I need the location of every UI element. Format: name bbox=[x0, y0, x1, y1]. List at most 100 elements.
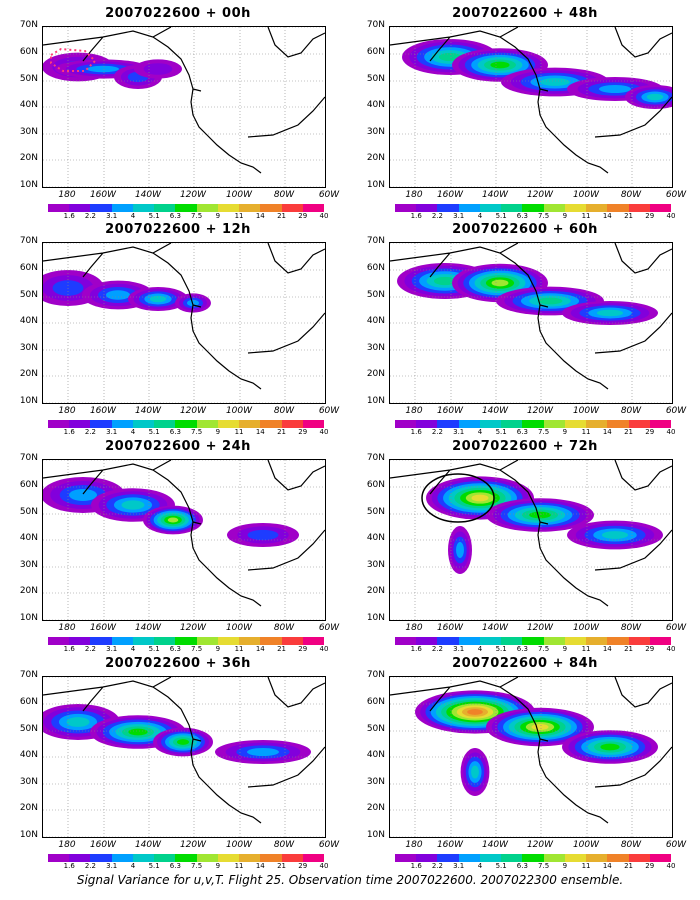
colorbar-swatch bbox=[196, 204, 218, 212]
colorbar-label: 11 bbox=[581, 862, 591, 870]
longitude-label: 100W bbox=[572, 840, 600, 850]
colorbar-label: 7.5 bbox=[191, 645, 203, 653]
colorbar-swatch bbox=[649, 420, 672, 428]
colorbar-swatch bbox=[586, 637, 608, 645]
map-plot bbox=[42, 242, 326, 404]
colorbar-label: 14 bbox=[255, 862, 265, 870]
colorbar-swatch bbox=[196, 637, 218, 645]
colorbar-swatch bbox=[281, 204, 303, 212]
latitude-label: 10N bbox=[366, 396, 385, 406]
latitude-label: 40N bbox=[366, 316, 385, 326]
latitude-label: 20N bbox=[19, 369, 38, 379]
longitude-label: 80W bbox=[273, 406, 295, 416]
colorbar-label: 1.6 bbox=[63, 862, 75, 870]
colorbar-swatch bbox=[90, 420, 112, 428]
latitude-label: 60N bbox=[366, 697, 385, 707]
colorbar-label: 14 bbox=[602, 645, 612, 653]
colorbar-label: 3.1 bbox=[453, 862, 465, 870]
longitude-label: 140W bbox=[134, 406, 162, 416]
longitude-label: 100W bbox=[572, 406, 600, 416]
colorbar-swatch bbox=[132, 204, 155, 212]
longitude-label: 80W bbox=[620, 190, 642, 200]
longitude-label: 60W bbox=[665, 840, 687, 850]
latitude-label: 20N bbox=[19, 586, 38, 596]
colorbar-label: 9 bbox=[215, 645, 221, 653]
verification-region-circle bbox=[421, 473, 495, 523]
colorbar-label: 3.1 bbox=[106, 862, 118, 870]
colorbar-swatch bbox=[175, 420, 197, 428]
colorbar-swatch bbox=[132, 420, 155, 428]
colorbar-swatch bbox=[649, 854, 672, 862]
longitude-label: 60W bbox=[665, 406, 687, 416]
colorbar-swatch bbox=[628, 637, 650, 645]
colorbar-swatch bbox=[458, 204, 480, 212]
colorbar-label: 6.3 bbox=[516, 212, 528, 220]
colorbar bbox=[395, 637, 672, 645]
colorbar-swatch bbox=[217, 420, 240, 428]
colorbar-label: 21 bbox=[624, 428, 633, 436]
colorbar-label: 5.1 bbox=[148, 645, 160, 653]
colorbar-labels: 1.6 2.2 3.1 4 5.1 6.3 7.5 9 11 14 21 29 40 bbox=[395, 212, 676, 222]
colorbar-swatch bbox=[111, 854, 133, 862]
colorbar-label: 6.3 bbox=[516, 645, 528, 653]
longitude-label: 160W bbox=[89, 190, 117, 200]
longitude-label: 180 bbox=[58, 623, 76, 633]
colorbar-swatch bbox=[395, 854, 417, 862]
colorbar-swatch bbox=[522, 637, 544, 645]
colorbar-label: 3.1 bbox=[453, 645, 465, 653]
latitude-label: 30N bbox=[19, 343, 38, 353]
longitude-label: 100W bbox=[572, 623, 600, 633]
longitude-label: 160W bbox=[89, 623, 117, 633]
colorbar-label: 21 bbox=[277, 645, 286, 653]
colorbar-swatch bbox=[543, 637, 565, 645]
colorbar-labels: 1.6 2.2 3.1 4 5.1 6.3 7.5 9 11 14 21 29 40 bbox=[395, 645, 676, 655]
colorbar-swatch bbox=[281, 637, 303, 645]
variance-contour bbox=[471, 765, 479, 779]
colorbar-label: 2.2 bbox=[431, 212, 444, 220]
longitude-label: 180 bbox=[58, 406, 76, 416]
colorbar-label: 11 bbox=[581, 212, 591, 220]
latitude-label: 40N bbox=[366, 100, 385, 110]
colorbar-label: 40 bbox=[666, 212, 676, 220]
variance-contour bbox=[467, 709, 483, 715]
colorbar-swatch bbox=[479, 637, 502, 645]
latitude-label: 10N bbox=[19, 396, 38, 406]
colorbar-swatch bbox=[586, 204, 608, 212]
latitude-label: 50N bbox=[366, 74, 385, 84]
colorbar-swatch bbox=[543, 854, 565, 862]
longitude-label: 100W bbox=[225, 190, 253, 200]
colorbar-swatch bbox=[522, 420, 544, 428]
colorbar-label: 11 bbox=[234, 645, 244, 653]
colorbar-swatch bbox=[395, 637, 417, 645]
colorbar-label: 40 bbox=[319, 862, 329, 870]
colorbar-swatch bbox=[48, 854, 70, 862]
figure-caption: Signal Variance for u,v,T. Flight 25. Ob… bbox=[76, 873, 624, 887]
colorbar bbox=[48, 854, 325, 862]
colorbar-label: 40 bbox=[319, 428, 329, 436]
latitude-label: 70N bbox=[366, 20, 385, 30]
colorbar-swatch bbox=[217, 637, 240, 645]
colorbar bbox=[48, 204, 325, 212]
longitude-label: 80W bbox=[620, 406, 642, 416]
latitude-label: 70N bbox=[366, 670, 385, 680]
colorbar-swatch bbox=[586, 854, 608, 862]
colorbar-label: 1.6 bbox=[410, 645, 422, 653]
variance-contour bbox=[471, 494, 489, 502]
longitude-label: 100W bbox=[225, 623, 253, 633]
colorbar-label: 5.1 bbox=[148, 862, 160, 870]
colorbar-swatch bbox=[154, 420, 176, 428]
latitude-label: 30N bbox=[19, 777, 38, 787]
colorbar-label: 29 bbox=[298, 428, 308, 436]
colorbar-label: 1.6 bbox=[63, 428, 75, 436]
colorbar-label: 1.6 bbox=[410, 212, 422, 220]
colorbar-label: 6.3 bbox=[516, 862, 528, 870]
colorbar-label: 14 bbox=[255, 428, 265, 436]
colorbar-labels: 1.6 2.2 3.1 4 5.1 6.3 7.5 9 11 14 21 29 40 bbox=[48, 862, 329, 872]
colorbar-swatch bbox=[607, 420, 629, 428]
colorbar-label: 29 bbox=[645, 645, 655, 653]
longitude-label: 140W bbox=[481, 840, 509, 850]
map-plot bbox=[389, 26, 673, 188]
panel-title: 2007022600 + 72h bbox=[452, 439, 598, 454]
colorbar-label: 11 bbox=[234, 212, 244, 220]
variance-contour bbox=[247, 748, 279, 756]
